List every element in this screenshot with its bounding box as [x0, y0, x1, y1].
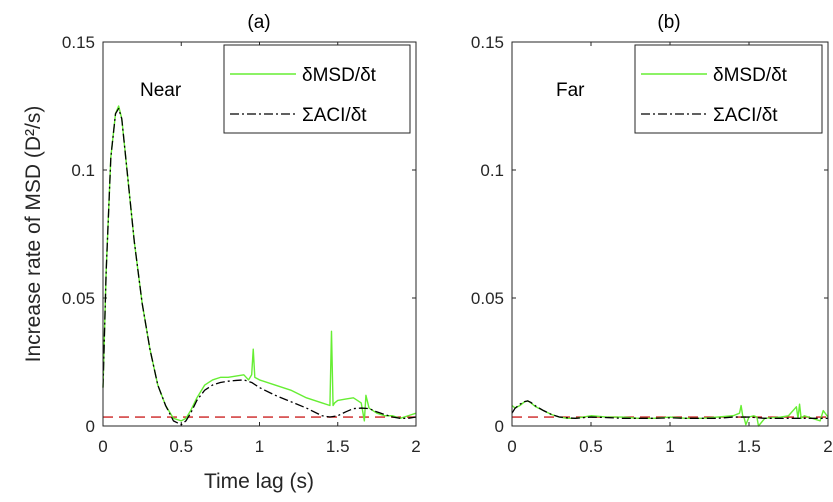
panel-a-xtick-label: 1: [255, 437, 264, 456]
panel-a-annotation: Near: [140, 80, 182, 101]
panel-b-xtick-label: 0.5: [579, 437, 603, 456]
panel-b-frame: [511, 41, 829, 427]
panel-a-legend-box: [223, 44, 411, 134]
panel-a-xtick-label: 1.5: [326, 437, 350, 456]
panel-b-ticks: 0 0.5 1 1.5 2 0 0.05 0.1 0.15: [471, 33, 833, 456]
panel-b-legend-label-aci: ΣACI/δt: [713, 105, 778, 126]
panel-b-ytick-label: 0.15: [471, 33, 504, 52]
panel-a-xlabel: Time lag (s): [204, 470, 314, 493]
panel-a-legend-label-msd: δMSD/δt: [302, 65, 377, 86]
panel-a-xtick-label: 2: [411, 437, 420, 456]
panel-a-series-aci-line: [102, 107, 417, 426]
panel-b-annotation: Far: [556, 80, 585, 101]
panel-b: (b) Far 0 0.5 1 1.5 2 0 0.05 0.1 0.15 δMSD/δt ΣA…: [471, 12, 833, 456]
panel-b-ytick-label: 0: [495, 417, 504, 436]
panel-a-ytick-label: 0.05: [62, 289, 95, 308]
panel-a-title: (a): [247, 12, 270, 33]
panel-b-xtick-label: 1.5: [737, 437, 761, 456]
panel-b-legend-box: [634, 44, 823, 134]
panel-b-series-aci-line: [511, 400, 828, 419]
panel-a-ylabel: Increase rate of MSD (D²/s): [22, 106, 45, 363]
panel-b-series: [511, 400, 829, 427]
panel-b-ytick-label: 0.05: [471, 289, 504, 308]
panel-a-legend-label-aci: ΣACI/δt: [302, 105, 367, 126]
panel-a-ticks: 0 0.5 1 1.5 2 0 0.05 0.1 0.15: [62, 33, 421, 456]
panel-a-ytick-label: 0.15: [62, 33, 95, 52]
panel-b-xtick-label: 1: [665, 437, 674, 456]
panel-a-ytick-label: 0: [86, 417, 95, 436]
panel-b-xtick-label: 0: [507, 437, 516, 456]
panel-a-xtick-label: 0.5: [169, 437, 193, 456]
panel-b-ytick-label: 0.1: [480, 161, 504, 180]
panel-a-frame: [102, 41, 417, 427]
panel-b-xtick-label: 2: [823, 437, 832, 456]
panel-a-series: [102, 105, 417, 426]
panel-b-title: (b): [657, 12, 680, 33]
panel-a-xtick-label: 0: [98, 437, 107, 456]
panel-b-legend: δMSD/δt ΣACI/δt: [634, 44, 823, 134]
panel-b-legend-label-msd: δMSD/δt: [713, 65, 788, 86]
panel-a-ytick-label: 0.1: [71, 161, 95, 180]
panel-a-legend: δMSD/δt ΣACI/δt: [223, 44, 411, 134]
panel-a: (a) Near Time lag (s) Increase rate of M…: [22, 12, 421, 493]
